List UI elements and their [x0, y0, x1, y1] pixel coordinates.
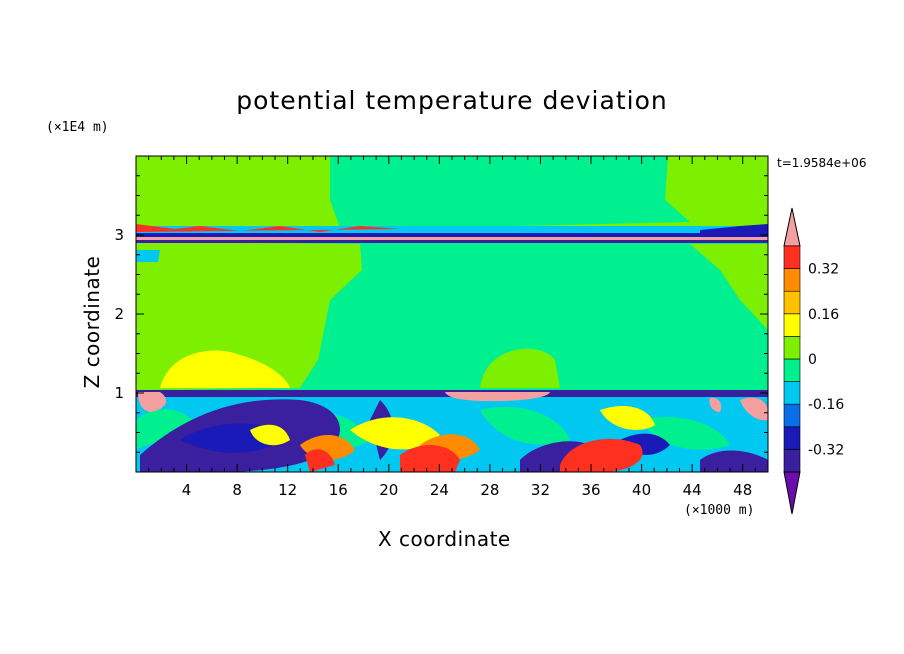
plot-area	[136, 156, 768, 472]
colorbar-box	[783, 336, 801, 360]
y-scale-label: (×1E4 m)	[46, 120, 109, 135]
x-tick-label: 16	[329, 481, 348, 499]
inversion-right-wave	[700, 224, 768, 234]
middle-left-lightgreen	[136, 242, 362, 390]
inversion-left-wave	[136, 224, 400, 232]
middle-center-lightgreen	[480, 348, 560, 388]
colorbar-box	[783, 449, 801, 473]
y-tick-label: 2	[114, 305, 124, 323]
colorbar-box	[783, 268, 801, 292]
colorbar-label: 0.16	[808, 307, 839, 323]
colorbar-bottom-arrow	[783, 471, 801, 515]
chart-title: potential temperature deviation	[236, 86, 668, 115]
colorbar-label: -0.32	[808, 442, 844, 458]
colorbar-box	[783, 245, 801, 269]
x-tick-label: 4	[182, 481, 192, 499]
colorbar-label: 0.32	[808, 262, 839, 278]
colorbar: 0.32 0.16 0 -0.16 -0.32	[783, 207, 844, 515]
x-tick-label: 28	[480, 481, 499, 499]
colorbar-top-arrow	[783, 207, 801, 247]
x-scale-label: (×1000 m)	[684, 503, 755, 518]
middle-right-lightgreen	[690, 244, 768, 330]
upper-green-region	[330, 156, 690, 228]
colorbar-box	[783, 381, 801, 405]
x-tick-label: 36	[581, 481, 600, 499]
x-tick-label: 20	[379, 481, 398, 499]
colorbar-box	[783, 426, 801, 450]
middle-left-cyan	[136, 250, 160, 262]
colorbar-box	[783, 313, 801, 337]
colorbar-label: 0	[808, 352, 817, 368]
lower-purple-eddies	[140, 399, 768, 472]
colorbar-box	[783, 358, 801, 382]
colorbar-label: -0.16	[808, 397, 844, 413]
inversion-pink	[136, 237, 768, 240]
inversion-blue	[136, 233, 768, 237]
x-tick-label: 40	[632, 481, 651, 499]
x-axis-label: X coordinate	[378, 527, 511, 551]
x-tick-label: 12	[278, 481, 297, 499]
lower-yellow-eddies	[250, 405, 655, 450]
x-tick-label: 44	[683, 481, 702, 499]
inversion-cyan	[136, 226, 768, 234]
colorbar-box	[783, 290, 801, 315]
yellow-dome	[160, 350, 290, 388]
x-tick-label: 24	[430, 481, 449, 499]
x-tick-label: 48	[733, 481, 752, 499]
x-tick-label: 8	[232, 481, 242, 499]
lower-red-eddies	[305, 438, 643, 472]
time-label: t=1.9584e+06	[777, 156, 867, 170]
y-tick-label: 1	[114, 384, 124, 402]
inversion-purple	[136, 240, 768, 243]
colorbar-box	[783, 403, 801, 428]
x-tick-label: 32	[531, 481, 550, 499]
y-tick-label: 3	[114, 226, 124, 244]
